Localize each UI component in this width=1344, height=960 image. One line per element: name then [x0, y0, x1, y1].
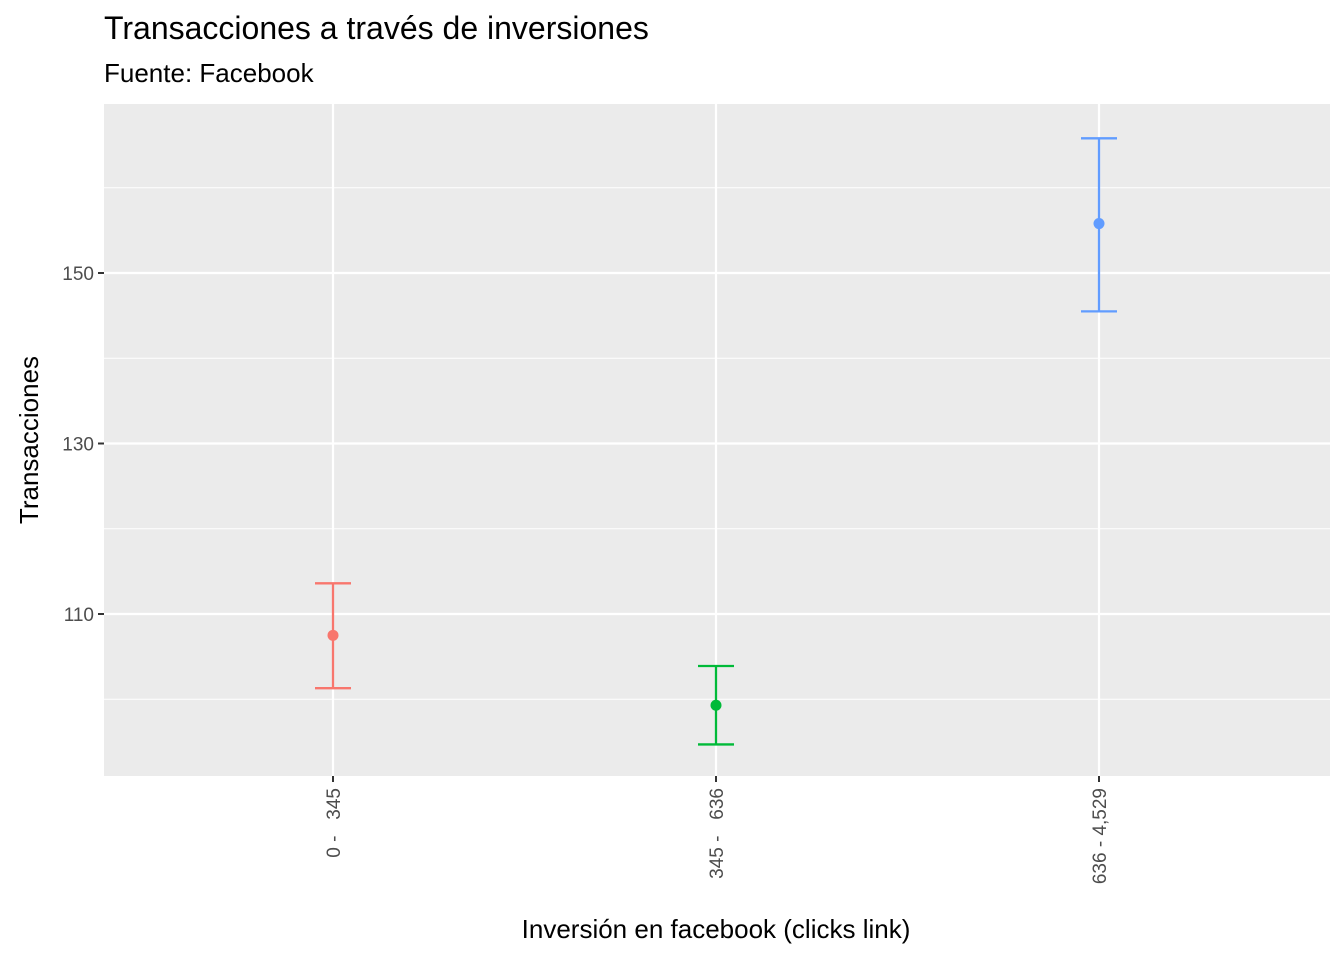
y-tick-label: 150 [62, 264, 94, 285]
mean-point [327, 629, 339, 641]
x-tick-label: 345 - 636 [707, 788, 728, 879]
x-tick-label: 0 - 345 [324, 788, 345, 858]
chart-subtitle: Fuente: Facebook [104, 58, 314, 88]
x-tick-label: 636 - 4,529 [1090, 788, 1111, 884]
mean-point [1093, 218, 1105, 230]
x-axis-title: Inversión en facebook (clicks link) [522, 914, 911, 944]
chart-title: Transacciones a través de inversiones [104, 10, 649, 46]
mean-point [710, 699, 722, 711]
y-tick-label: 110 [64, 605, 94, 626]
y-tick-label: 130 [62, 435, 94, 456]
y-axis-title: Transacciones [14, 356, 44, 524]
